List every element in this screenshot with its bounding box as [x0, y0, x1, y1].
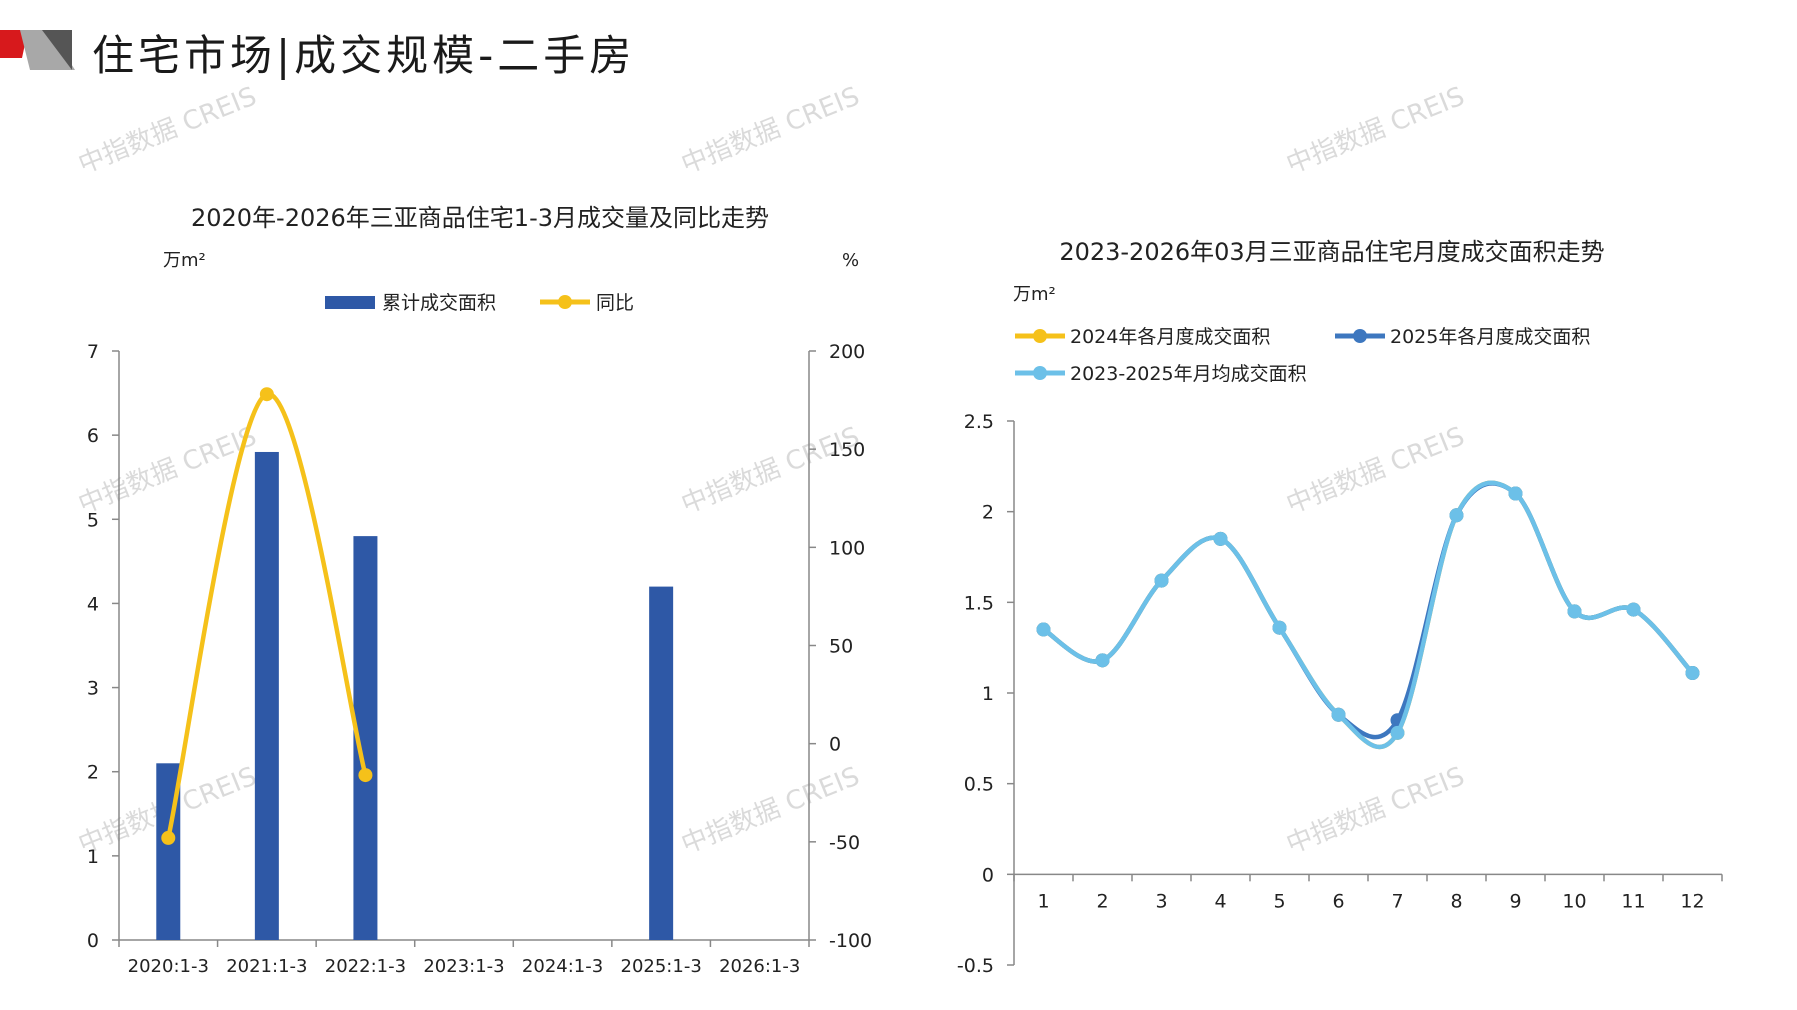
y-tick-label: 0: [982, 864, 994, 886]
series-lines: [1036, 480, 1700, 750]
x-tick-label: 3: [1155, 890, 1167, 912]
y-tick-label: 2: [982, 502, 994, 524]
logo-red-shape: [0, 30, 28, 58]
y-tick-label: -0.5: [957, 955, 994, 977]
right-tick-label: -50: [829, 832, 860, 854]
yoy-point: [358, 768, 373, 783]
x-tick-label: 2020:1-3: [128, 956, 209, 977]
series-avg-point: [1154, 573, 1169, 588]
x-tick-label: 2025:1-3: [621, 956, 702, 977]
y-tick-label: 0.5: [964, 774, 994, 796]
left-tick-label: 7: [87, 341, 99, 363]
axes: 0 1 2 3 4 5 6 7 -100 -50 0 50 100 150 200 2020:1-3 2021:…: [87, 341, 872, 977]
series-avg-point: [1331, 707, 1346, 722]
legend-2024-marker: [1033, 329, 1047, 343]
series-avg-point: [1449, 508, 1464, 523]
left-combo-chart: 2020年-2026年三亚商品住宅1-3月成交量及同比走势 万m² % 累计成交…: [87, 204, 872, 977]
x-tick-label: 6: [1332, 890, 1344, 912]
x-tick-label: 10: [1562, 890, 1586, 912]
x-tick-label: 12: [1680, 890, 1704, 912]
left-tick-label: 3: [87, 678, 99, 700]
x-tick-label: 5: [1273, 890, 1285, 912]
left-tick-label: 4: [87, 593, 99, 615]
x-tick-label: 2023:1-3: [423, 956, 504, 977]
page-header: 住宅市场|成交规模-二手房: [0, 20, 900, 90]
yoy-point: [161, 830, 176, 845]
legend-bar-swatch: [325, 296, 375, 309]
yoy-line: [161, 387, 373, 845]
y-tick-label: 2.5: [964, 411, 994, 433]
legend: 累计成交面积 同比: [325, 292, 634, 314]
axes: -0.500.511.522.51 2 3 4 5 6 7 8 9 10 11 12: [957, 411, 1723, 977]
x-tick-label: 8: [1450, 890, 1462, 912]
x-tick-label: 4: [1214, 890, 1226, 912]
x-tick-label: 11: [1621, 890, 1645, 912]
right-line-chart: 2023-2026年03月三亚商品住宅月度成交面积走势 万m² 2024年各月度…: [957, 238, 1723, 977]
brand-logo: [0, 30, 75, 70]
x-tick-label: 9: [1509, 890, 1521, 912]
bar: [254, 451, 279, 940]
series-avg-point: [1390, 725, 1405, 740]
bars: [156, 451, 674, 940]
page-title: 住宅市场|成交规模-二手房: [92, 31, 636, 80]
series-avg-point: [1567, 604, 1582, 619]
logo-dark-shape: [42, 30, 72, 70]
x-tick-label: 2024:1-3: [522, 956, 603, 977]
x-tick-label: 1: [1037, 890, 1049, 912]
right-tick-label: -100: [829, 930, 872, 952]
legend-2025-label: 2025年各月度成交面积: [1390, 326, 1590, 348]
legend-line-label: 同比: [596, 292, 634, 314]
series-avg-point: [1036, 622, 1051, 637]
x-tick-label: 7: [1391, 890, 1403, 912]
legend-bar-label: 累计成交面积: [382, 292, 496, 314]
y-axis-unit: 万m²: [1013, 284, 1056, 305]
legend-line-marker: [558, 295, 572, 309]
right-axis-unit: %: [842, 250, 859, 271]
right-tick-label: 200: [829, 341, 865, 363]
chart-title: 2023-2026年03月三亚商品住宅月度成交面积走势: [1059, 238, 1604, 266]
logo-gray-shape: [20, 30, 75, 70]
series-avg-line: [1042, 480, 1695, 750]
right-tick-label: 150: [829, 439, 865, 461]
chart-title: 2020年-2026年三亚商品住宅1-3月成交量及同比走势: [191, 204, 769, 232]
left-tick-label: 1: [87, 846, 99, 868]
bar: [649, 586, 674, 940]
x-tick-label: 2: [1096, 890, 1108, 912]
left-tick-label: 2: [87, 762, 99, 784]
legend-2025-marker: [1353, 329, 1367, 343]
series-avg-point: [1508, 486, 1523, 501]
legend-2024-label: 2024年各月度成交面积: [1070, 326, 1270, 348]
right-tick-label: 50: [829, 636, 853, 658]
y-tick-label: 1.5: [964, 592, 994, 614]
series-avg-point: [1272, 620, 1287, 635]
left-tick-label: 0: [87, 930, 99, 952]
x-tick-label: 2021:1-3: [226, 956, 307, 977]
series-avg-point: [1213, 531, 1228, 546]
legend-avg-label: 2023-2025年月均成交面积: [1070, 363, 1307, 385]
series-avg-point: [1626, 602, 1641, 617]
yoy-point: [259, 387, 274, 402]
right-tick-label: 0: [829, 734, 841, 756]
series-avg-point: [1685, 666, 1700, 681]
left-tick-label: 5: [87, 509, 99, 531]
x-tick-label: 2022:1-3: [325, 956, 406, 977]
legend: 2024年各月度成交面积 2025年各月度成交面积 2023-2025年月均成交…: [1015, 326, 1590, 385]
left-tick-label: 6: [87, 425, 99, 447]
x-tick-label: 2026:1-3: [719, 956, 800, 977]
legend-avg-marker: [1033, 366, 1047, 380]
series-avg-point: [1095, 653, 1110, 668]
y-tick-label: 1: [982, 683, 994, 705]
right-tick-label: 100: [829, 537, 865, 559]
left-axis-unit: 万m²: [163, 250, 206, 271]
